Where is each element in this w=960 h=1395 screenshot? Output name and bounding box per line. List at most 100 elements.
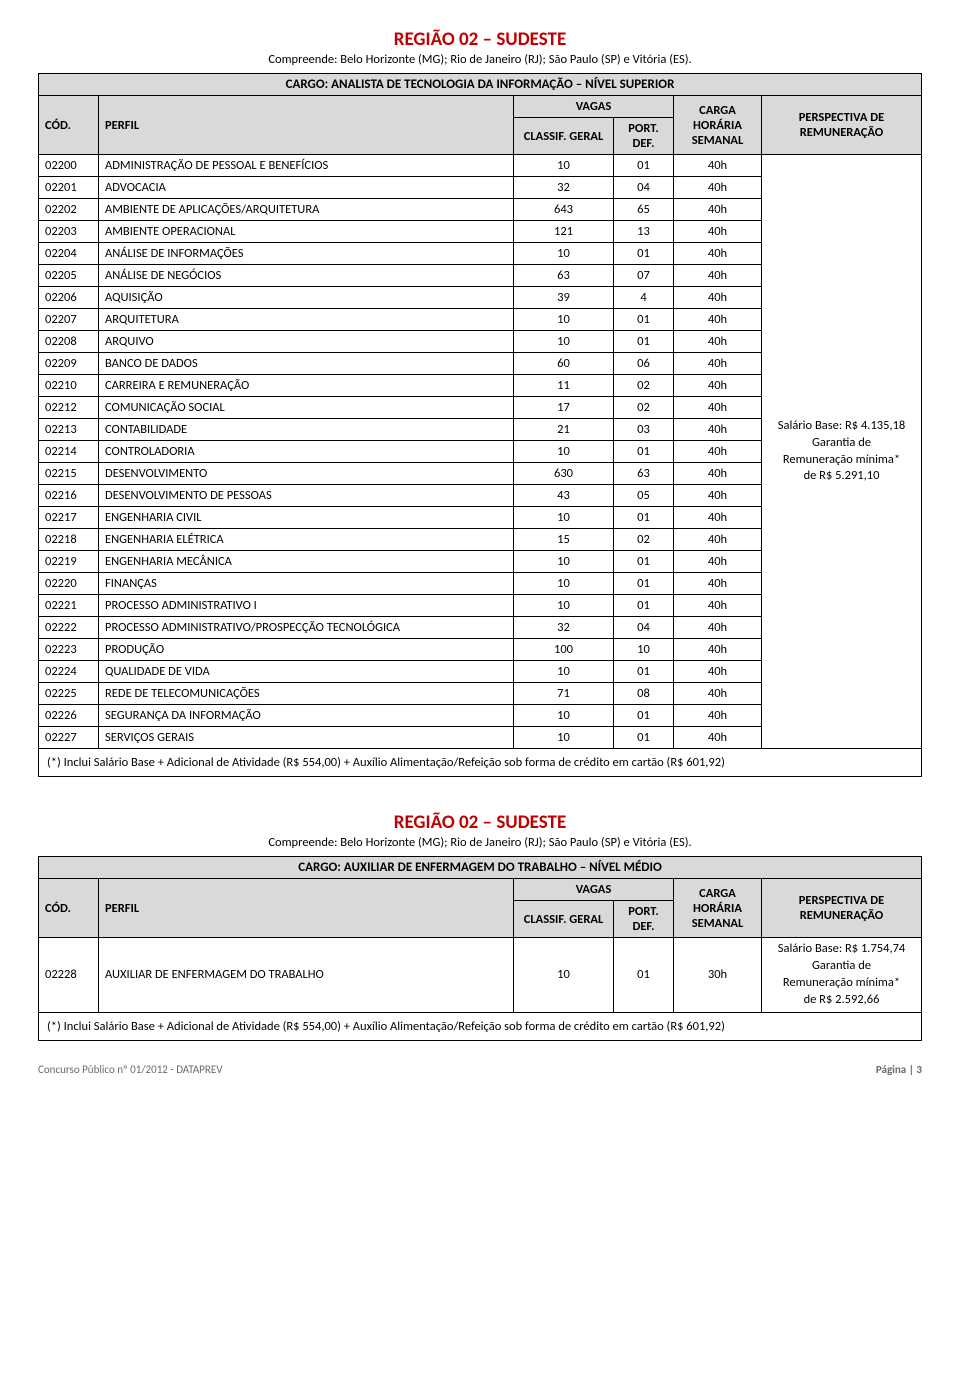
- col-header-carga: CARGA HORÁRIA SEMANAL: [674, 96, 762, 155]
- cell-classif-geral: 11: [514, 375, 614, 397]
- col-header-perspectiva-2: PERSPECTIVA DE REMUNERAÇÃO: [762, 879, 922, 938]
- cell-perfil: DESENVOLVIMENTO DE PESSOAS: [99, 485, 514, 507]
- cell-port-def: 01: [614, 551, 674, 573]
- cell-perfil: AMBIENTE DE APLICAÇÕES/ARQUITETURA: [99, 199, 514, 221]
- cell-port-def: 63: [614, 463, 674, 485]
- cell-classif-geral: 630: [514, 463, 614, 485]
- cell-cod: 02227: [39, 727, 99, 749]
- cell-carga: 40h: [674, 727, 762, 749]
- cell-carga: 40h: [674, 639, 762, 661]
- cell-cod: 02214: [39, 441, 99, 463]
- cell-classif-geral: 10: [514, 507, 614, 529]
- cell-cod: 02221: [39, 595, 99, 617]
- cell-carga: 30h: [674, 938, 762, 1013]
- cell-cod: 02226: [39, 705, 99, 727]
- cell-port-def: 01: [614, 705, 674, 727]
- cell-port-def: 01: [614, 309, 674, 331]
- cell-cod: 02225: [39, 683, 99, 705]
- cell-carga: 40h: [674, 243, 762, 265]
- cell-cod: 02218: [39, 529, 99, 551]
- col-header-cod-2: CÓD.: [39, 879, 99, 938]
- cell-cod: 02202: [39, 199, 99, 221]
- cell-cod: 02200: [39, 155, 99, 177]
- cell-port-def: 06: [614, 353, 674, 375]
- cell-cod: 02215: [39, 463, 99, 485]
- cell-carga: 40h: [674, 155, 762, 177]
- cell-cod: 02217: [39, 507, 99, 529]
- cell-carga: 40h: [674, 551, 762, 573]
- cell-classif-geral: 10: [514, 441, 614, 463]
- cell-cod: 02228: [39, 938, 99, 1013]
- cell-classif-geral: 60: [514, 353, 614, 375]
- col-header-perfil-2: PERFIL: [99, 879, 514, 938]
- cell-carga: 40h: [674, 419, 762, 441]
- cell-classif-geral: 32: [514, 177, 614, 199]
- cell-perfil: SERVIÇOS GERAIS: [99, 727, 514, 749]
- cell-perfil: ADVOCACIA: [99, 177, 514, 199]
- footer-left: Concurso Público nº 01/2012 - DATAPREV: [38, 1063, 222, 1076]
- footer-right: Página | 3: [876, 1063, 922, 1076]
- cell-port-def: 01: [614, 595, 674, 617]
- cell-cod: 02209: [39, 353, 99, 375]
- table-row: 02228AUXILIAR DE ENFERMAGEM DO TRABALHO1…: [39, 938, 922, 1013]
- cell-perfil: FINANÇAS: [99, 573, 514, 595]
- cell-carga: 40h: [674, 617, 762, 639]
- cell-port-def: 10: [614, 639, 674, 661]
- cell-carga: 40h: [674, 177, 762, 199]
- cell-port-def: 02: [614, 375, 674, 397]
- col-header-classif-geral-2: CLASSIF. GERAL: [514, 901, 614, 938]
- section1-title: REGIÃO 02 – SUDESTE: [38, 28, 922, 51]
- cell-cod: 02216: [39, 485, 99, 507]
- cell-classif-geral: 43: [514, 485, 614, 507]
- section1-subtitle: Compreende: Belo Horizonte (MG); Rio de …: [38, 52, 922, 67]
- cell-port-def: 08: [614, 683, 674, 705]
- col-header-perspectiva: PERSPECTIVA DE REMUNERAÇÃO: [762, 96, 922, 155]
- cell-carga: 40h: [674, 705, 762, 727]
- cell-port-def: 01: [614, 573, 674, 595]
- col-header-vagas: VAGAS: [514, 96, 674, 118]
- cell-port-def: 03: [614, 419, 674, 441]
- col-header-port-def-2: PORT. DEF.: [614, 901, 674, 938]
- cell-cod: 02210: [39, 375, 99, 397]
- table-row: 02200ADMINISTRAÇÃO DE PESSOAL E BENEFÍCI…: [39, 155, 922, 177]
- cell-perfil: REDE DE TELECOMUNICAÇÕES: [99, 683, 514, 705]
- cell-classif-geral: 10: [514, 309, 614, 331]
- cell-classif-geral: 10: [514, 331, 614, 353]
- cell-perfil: ARQUITETURA: [99, 309, 514, 331]
- cell-carga: 40h: [674, 683, 762, 705]
- col-header-cod: CÓD.: [39, 96, 99, 155]
- cell-carga: 40h: [674, 375, 762, 397]
- col-header-carga-2: CARGA HORÁRIA SEMANAL: [674, 879, 762, 938]
- cell-carga: 40h: [674, 309, 762, 331]
- cell-port-def: 01: [614, 441, 674, 463]
- cell-port-def: 02: [614, 397, 674, 419]
- cell-classif-geral: 10: [514, 938, 614, 1013]
- cell-port-def: 04: [614, 617, 674, 639]
- cell-carga: 40h: [674, 199, 762, 221]
- section1-table: CARGO: ANALISTA DE TECNOLOGIA DA INFORMA…: [38, 73, 922, 777]
- cell-carga: 40h: [674, 529, 762, 551]
- cell-perfil: SEGURANÇA DA INFORMAÇÃO: [99, 705, 514, 727]
- cell-carga: 40h: [674, 441, 762, 463]
- cell-classif-geral: 121: [514, 221, 614, 243]
- cell-perfil: AUXILIAR DE ENFERMAGEM DO TRABALHO: [99, 938, 514, 1013]
- cell-cod: 02223: [39, 639, 99, 661]
- cell-carga: 40h: [674, 573, 762, 595]
- page-footer: Concurso Público nº 01/2012 - DATAPREV P…: [38, 1063, 922, 1076]
- cell-perspectiva: Salário Base: R$ 4.135,18Garantia deRemu…: [762, 155, 922, 749]
- col-header-perfil: PERFIL: [99, 96, 514, 155]
- cell-port-def: 02: [614, 529, 674, 551]
- cell-classif-geral: 10: [514, 595, 614, 617]
- cell-classif-geral: 643: [514, 199, 614, 221]
- cell-classif-geral: 100: [514, 639, 614, 661]
- cell-carga: 40h: [674, 287, 762, 309]
- cell-cod: 02201: [39, 177, 99, 199]
- cell-perfil: ENGENHARIA CIVIL: [99, 507, 514, 529]
- cell-cod: 02208: [39, 331, 99, 353]
- cell-perfil: ANÁLISE DE INFORMAÇÕES: [99, 243, 514, 265]
- cell-perfil: ARQUIVO: [99, 331, 514, 353]
- col-header-vagas-2: VAGAS: [514, 879, 674, 901]
- cell-cod: 02222: [39, 617, 99, 639]
- col-header-classif-geral: CLASSIF. GERAL: [514, 118, 614, 155]
- cell-perfil: PROCESSO ADMINISTRATIVO/PROSPECÇÃO TECNO…: [99, 617, 514, 639]
